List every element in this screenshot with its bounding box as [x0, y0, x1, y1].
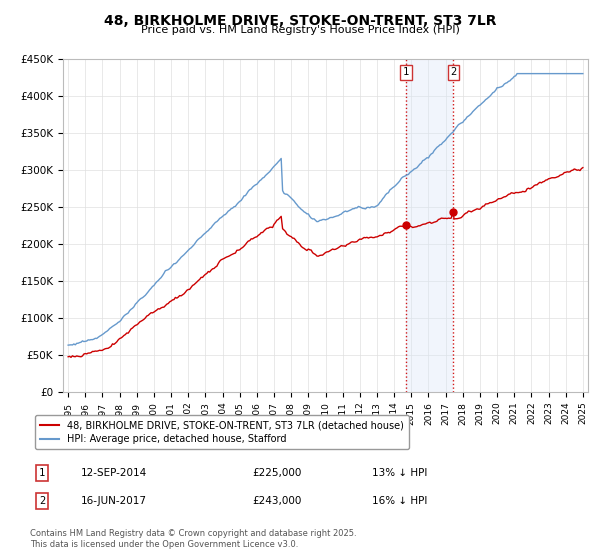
Legend: 48, BIRKHOLME DRIVE, STOKE-ON-TRENT, ST3 7LR (detached house), HPI: Average pric: 48, BIRKHOLME DRIVE, STOKE-ON-TRENT, ST3… [35, 416, 409, 449]
Text: 2: 2 [450, 67, 457, 77]
Bar [406, 59, 454, 392]
Text: 12-SEP-2014: 12-SEP-2014 [81, 468, 147, 478]
Text: 2: 2 [39, 496, 45, 506]
Text: Price paid vs. HM Land Registry's House Price Index (HPI): Price paid vs. HM Land Registry's House … [140, 25, 460, 35]
Text: 16-JUN-2017: 16-JUN-2017 [81, 496, 147, 506]
Text: £243,000: £243,000 [252, 496, 301, 506]
Text: Contains HM Land Registry data © Crown copyright and database right 2025.
This d: Contains HM Land Registry data © Crown c… [30, 529, 356, 549]
Text: 13% ↓ HPI: 13% ↓ HPI [372, 468, 427, 478]
Text: £225,000: £225,000 [252, 468, 301, 478]
Text: 48, BIRKHOLME DRIVE, STOKE-ON-TRENT, ST3 7LR: 48, BIRKHOLME DRIVE, STOKE-ON-TRENT, ST3… [104, 14, 496, 28]
Text: 1: 1 [39, 468, 45, 478]
Text: 1: 1 [403, 67, 409, 77]
Text: 16% ↓ HPI: 16% ↓ HPI [372, 496, 427, 506]
